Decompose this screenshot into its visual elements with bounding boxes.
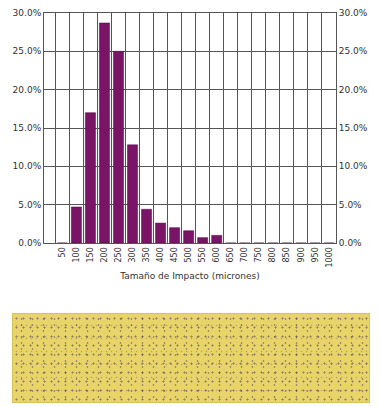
svg-text:300: 300 [128, 247, 137, 262]
svg-text:30.0%: 30.0% [339, 8, 368, 18]
svg-text:5.0%: 5.0% [18, 200, 41, 210]
svg-text:1000: 1000 [325, 247, 334, 267]
svg-text:600: 600 [212, 247, 221, 262]
svg-text:850: 850 [282, 247, 291, 262]
svg-text:10.0%: 10.0% [13, 161, 42, 171]
svg-text:450: 450 [170, 247, 179, 262]
svg-text:15.0%: 15.0% [339, 123, 368, 133]
svg-text:50: 50 [58, 247, 67, 257]
svg-text:550: 550 [198, 247, 207, 262]
svg-text:5.0%: 5.0% [339, 200, 362, 210]
svg-text:20.0%: 20.0% [13, 85, 42, 95]
svg-text:250: 250 [114, 247, 123, 262]
svg-text:700: 700 [240, 247, 249, 262]
svg-text:30.0%: 30.0% [13, 8, 42, 18]
svg-text:200: 200 [100, 247, 109, 262]
svg-text:500: 500 [184, 247, 193, 262]
svg-text:950: 950 [311, 247, 320, 262]
svg-text:10.0%: 10.0% [339, 161, 368, 171]
svg-text:25.0%: 25.0% [13, 46, 42, 56]
svg-text:Tamaño de Impacto (micrones): Tamaño de Impacto (micrones) [119, 271, 260, 281]
svg-text:650: 650 [226, 247, 235, 262]
svg-text:900: 900 [297, 247, 306, 262]
svg-text:15.0%: 15.0% [13, 123, 42, 133]
svg-text:100: 100 [72, 247, 81, 262]
svg-text:25.0%: 25.0% [339, 46, 368, 56]
svg-text:0.0%: 0.0% [18, 238, 41, 248]
svg-text:400: 400 [156, 247, 165, 262]
svg-text:750: 750 [254, 247, 263, 262]
svg-text:150: 150 [86, 247, 95, 262]
svg-text:0.0%: 0.0% [339, 238, 362, 248]
svg-text:20.0%: 20.0% [339, 85, 368, 95]
svg-text:800: 800 [268, 247, 277, 262]
svg-text:350: 350 [142, 247, 151, 262]
